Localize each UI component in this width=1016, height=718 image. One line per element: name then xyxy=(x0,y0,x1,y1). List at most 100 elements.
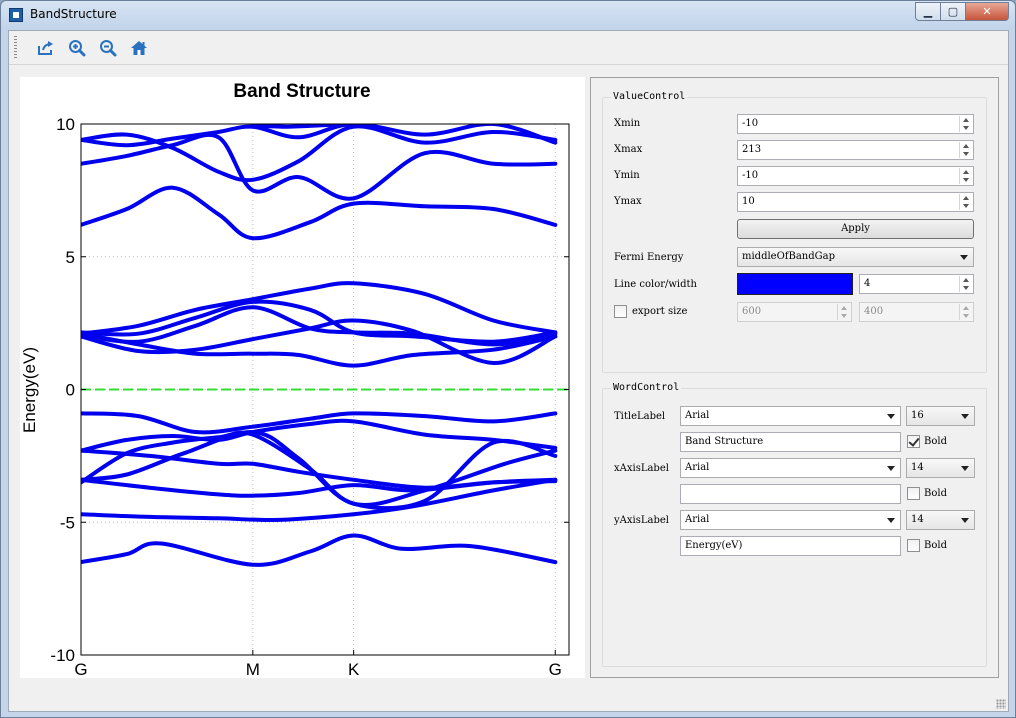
title-bold-checkbox[interactable] xyxy=(907,435,920,448)
ymax-label: Ymax xyxy=(614,196,642,207)
band-line-18 xyxy=(250,124,356,129)
value-control-title: ValueControl xyxy=(611,91,688,102)
band-line-5 xyxy=(81,429,558,507)
minimize-button[interactable]: ▁ xyxy=(915,2,941,21)
fermi-energy-label: Fermi Energy xyxy=(614,252,684,263)
resize-grip-icon[interactable] xyxy=(996,699,1006,709)
ymax-value: 10 xyxy=(742,196,755,207)
line-color-swatch[interactable] xyxy=(737,273,853,295)
export-width-spin-arrows-icon[interactable] xyxy=(837,304,850,320)
y-axis-font-value: Arial xyxy=(685,514,710,525)
home-button[interactable] xyxy=(129,38,149,58)
line-width-spinbox[interactable]: 4 xyxy=(859,274,974,294)
export-height-spinbox[interactable]: 400 xyxy=(859,302,974,322)
x-axis-size-select[interactable]: 14 xyxy=(906,458,975,478)
line-width-spin-arrows-icon[interactable] xyxy=(959,276,972,292)
band-line-2 xyxy=(81,477,558,523)
x-axis-font-select[interactable]: Arial xyxy=(680,458,901,478)
band-line-8 xyxy=(81,411,558,435)
band-line-7 xyxy=(81,418,558,453)
x-axis-label-label: xAxisLabel xyxy=(614,463,669,474)
export-button[interactable] xyxy=(36,38,56,58)
fermi-energy-select[interactable]: middleOfBandGap xyxy=(737,247,974,267)
x-axis-font-value: Arial xyxy=(685,462,710,473)
x-tick-label: K xyxy=(348,660,360,678)
apply-button[interactable]: Apply xyxy=(737,219,974,239)
word-control-group: WordControl TitleLabel Arial 16 Band Str… xyxy=(602,382,987,667)
band-line-17 xyxy=(81,124,558,148)
y-tick-label: -5 xyxy=(60,513,75,532)
close-button[interactable]: ✕ xyxy=(965,2,1009,21)
y-axis-text-value: Energy(eV) xyxy=(685,540,743,551)
x-axis-bold-checkbox[interactable] xyxy=(907,487,920,500)
title-size-select[interactable]: 16 xyxy=(906,406,975,426)
x-tick-label: G xyxy=(74,660,87,678)
x-axis-text-input[interactable] xyxy=(680,484,901,504)
window-title: BandStructure xyxy=(30,7,117,21)
band-line-13 xyxy=(81,281,558,336)
y-axis-bold-checkbox[interactable] xyxy=(907,539,920,552)
x-axis-size-value: 14 xyxy=(911,462,924,473)
title-bold-label: Bold xyxy=(924,436,947,447)
export-width-value: 600 xyxy=(742,306,762,317)
word-control-title: WordControl xyxy=(611,382,682,393)
xmax-spinbox[interactable]: 213 xyxy=(737,140,974,160)
xmax-label: Xmax xyxy=(614,144,643,155)
y-axis-font-select[interactable]: Arial xyxy=(680,510,901,530)
y-axis-bold-label: Bold xyxy=(924,540,947,551)
xmin-spin-arrows-icon[interactable] xyxy=(959,116,972,132)
band-line-12 xyxy=(81,299,558,344)
xmin-label: Xmin xyxy=(614,118,641,129)
band-line-15 xyxy=(81,132,558,201)
toolbar xyxy=(9,31,1008,65)
zoom-out-button[interactable] xyxy=(98,38,118,58)
toolbar-grip-icon[interactable] xyxy=(14,36,17,60)
zoom-in-icon xyxy=(69,40,86,57)
y-axis-size-select[interactable]: 14 xyxy=(906,510,975,530)
app-icon xyxy=(9,8,23,22)
maximize-button[interactable]: ▢ xyxy=(940,2,966,21)
y-axis-label: Energy(eV) xyxy=(20,347,39,433)
fermi-energy-value: middleOfBandGap xyxy=(742,251,836,262)
title-size-value: 16 xyxy=(911,410,924,421)
xmin-spinbox[interactable]: -10 xyxy=(737,114,974,134)
xmin-value: -10 xyxy=(742,118,759,129)
ymin-spin-arrows-icon[interactable] xyxy=(959,168,972,184)
x-tick-label: G xyxy=(549,660,562,678)
window-controls: ▁ ▢ ✕ xyxy=(915,2,1009,21)
title-label-label: TitleLabel xyxy=(614,411,666,422)
ymin-label: Ymin xyxy=(614,170,640,181)
zoom-in-button[interactable] xyxy=(67,38,87,58)
line-width-value: 4 xyxy=(864,278,871,289)
band-line-6 xyxy=(81,430,558,511)
y-axis-size-value: 14 xyxy=(911,514,924,525)
ymin-spinbox[interactable]: -10 xyxy=(737,166,974,186)
title-bar[interactable]: BandStructure ▁ ▢ ✕ xyxy=(1,1,1015,29)
band-line-1 xyxy=(81,533,558,567)
title-font-value: Arial xyxy=(685,410,710,421)
y-axis-text-input[interactable]: Energy(eV) xyxy=(680,536,901,556)
title-text-value: Band Structure xyxy=(685,436,764,447)
y-axis-label-label: yAxisLabel xyxy=(614,515,669,526)
value-control-group: ValueControl Xmin -10 Xmax 213 Ymin -10 … xyxy=(602,91,987,373)
band-structure-chart[interactable]: Band Structure Energy(eV) -10 -5 0 5 10 G M K G xyxy=(20,77,585,679)
x-tick-label: M xyxy=(246,660,260,678)
chart-title: Band Structure xyxy=(233,81,370,102)
title-text-input[interactable]: Band Structure xyxy=(680,432,901,452)
plot-canvas[interactable]: Band Structure Energy(eV) -10 -5 0 5 10 G M K G xyxy=(20,77,585,679)
band-line-9 xyxy=(81,331,558,368)
export-size-label: export size xyxy=(632,306,688,317)
export-height-spin-arrows-icon[interactable] xyxy=(959,304,972,320)
export-size-checkbox[interactable] xyxy=(614,305,627,318)
band-line-14 xyxy=(81,185,558,241)
y-tick-label: 5 xyxy=(66,248,75,267)
xmax-value: 213 xyxy=(742,144,762,155)
title-font-select[interactable]: Arial xyxy=(680,406,901,426)
line-color-width-label: Line color/width xyxy=(614,279,697,290)
export-width-spinbox[interactable]: 600 xyxy=(737,302,852,322)
xmax-spin-arrows-icon[interactable] xyxy=(959,142,972,158)
zoom-out-icon xyxy=(100,40,117,57)
ymax-spinbox[interactable]: 10 xyxy=(737,192,974,212)
ymax-spin-arrows-icon[interactable] xyxy=(959,194,972,210)
